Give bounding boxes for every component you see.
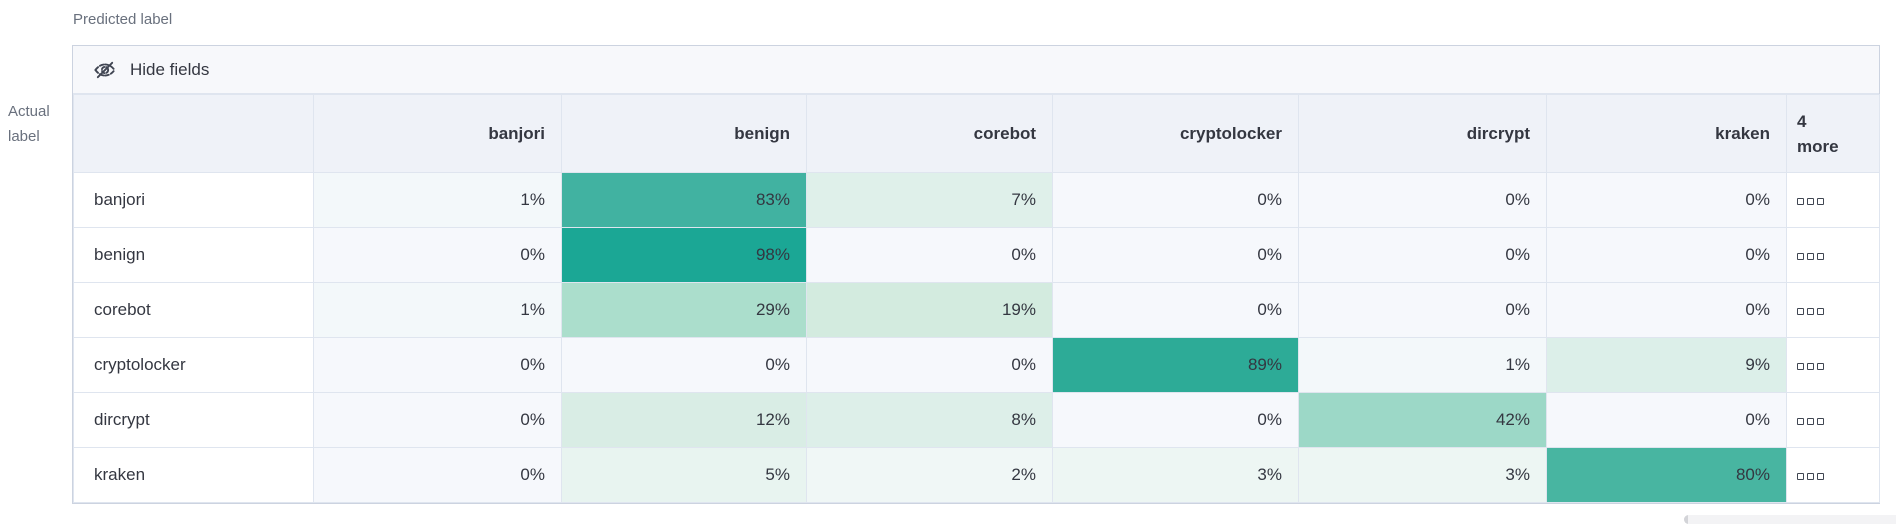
cell-dircrypt-corebot[interactable]: 8% xyxy=(806,392,1053,448)
predicted-label: Predicted label xyxy=(73,11,173,28)
cell-dircrypt-benign[interactable]: 12% xyxy=(561,392,807,448)
columns-hidden-header[interactable]: 4 more xyxy=(1786,94,1880,173)
cell-benign-kraken[interactable]: 0% xyxy=(1546,227,1787,283)
matrix-row-benign: benign 0% 98% 0% 0% 0% 0% xyxy=(73,227,1880,283)
cell-cryptolocker-banjori[interactable]: 0% xyxy=(313,337,562,393)
cell-cryptolocker-benign[interactable]: 0% xyxy=(561,337,807,393)
cell-benign-cryptolocker[interactable]: 0% xyxy=(1052,227,1299,283)
cell-cryptolocker-corebot[interactable]: 0% xyxy=(806,337,1053,393)
boxes-horizontal-icon[interactable] xyxy=(1786,392,1880,448)
cell-banjori-benign[interactable]: 83% xyxy=(561,172,807,228)
column-header-dircrypt[interactable]: dircrypt xyxy=(1298,94,1547,173)
row-label-cryptolocker[interactable]: cryptolocker xyxy=(73,337,314,393)
cell-kraken-kraken[interactable]: 80% xyxy=(1546,447,1787,503)
column-header-cryptolocker[interactable]: cryptolocker xyxy=(1052,94,1299,173)
cell-benign-benign[interactable]: 98% xyxy=(561,227,807,283)
row-label-kraken[interactable]: kraken xyxy=(73,447,314,503)
cell-kraken-banjori[interactable]: 0% xyxy=(313,447,562,503)
boxes-horizontal-icon[interactable] xyxy=(1786,227,1880,283)
cell-cryptolocker-kraken[interactable]: 9% xyxy=(1546,337,1787,393)
corner-header-cell xyxy=(73,94,314,173)
cell-dircrypt-banjori[interactable]: 0% xyxy=(313,392,562,448)
column-header-banjori[interactable]: banjori xyxy=(313,94,562,173)
hidden-columns-count: 4 xyxy=(1797,111,1807,131)
cell-banjori-corebot[interactable]: 7% xyxy=(806,172,1053,228)
matrix-row-corebot: corebot 1% 29% 19% 0% 0% 0% xyxy=(73,282,1880,338)
hide-fields-label: Hide fields xyxy=(130,59,210,79)
boxes-horizontal-icon[interactable] xyxy=(1786,172,1880,228)
cell-cryptolocker-dircrypt[interactable]: 1% xyxy=(1298,337,1547,393)
header-row: banjori benign corebot cryptolocker dircrypt… xyxy=(73,94,1880,173)
cell-kraken-corebot[interactable]: 2% xyxy=(806,447,1053,503)
cell-corebot-benign[interactable]: 29% xyxy=(561,282,807,338)
cell-corebot-corebot[interactable]: 19% xyxy=(806,282,1053,338)
cell-banjori-dircrypt[interactable]: 0% xyxy=(1298,172,1547,228)
row-label-banjori[interactable]: banjori xyxy=(73,172,314,228)
horizontal-scrollbar[interactable] xyxy=(1684,515,1896,524)
row-label-benign[interactable]: benign xyxy=(73,227,314,283)
boxes-horizontal-icon[interactable] xyxy=(1786,282,1880,338)
cell-benign-banjori[interactable]: 0% xyxy=(313,227,562,283)
cell-corebot-dircrypt[interactable]: 0% xyxy=(1298,282,1547,338)
actual-label-line2: label xyxy=(8,128,40,145)
cell-kraken-benign[interactable]: 5% xyxy=(561,447,807,503)
boxes-horizontal-icon[interactable] xyxy=(1786,337,1880,393)
cell-benign-dircrypt[interactable]: 0% xyxy=(1298,227,1547,283)
cell-benign-corebot[interactable]: 0% xyxy=(806,227,1053,283)
cell-dircrypt-kraken[interactable]: 0% xyxy=(1546,392,1787,448)
confusion-matrix-table: banjori benign corebot cryptolocker dircrypt… xyxy=(73,94,1880,503)
cell-kraken-dircrypt[interactable]: 3% xyxy=(1298,447,1547,503)
matrix-row-kraken: kraken 0% 5% 2% 3% 3% 80% xyxy=(73,447,1880,503)
cell-dircrypt-cryptolocker[interactable]: 0% xyxy=(1052,392,1299,448)
row-label-corebot[interactable]: corebot xyxy=(73,282,314,338)
column-header-corebot[interactable]: corebot xyxy=(806,94,1053,173)
cell-kraken-cryptolocker[interactable]: 3% xyxy=(1052,447,1299,503)
boxes-horizontal-icon[interactable] xyxy=(1786,447,1880,503)
column-header-benign[interactable]: benign xyxy=(561,94,807,173)
column-header-kraken[interactable]: kraken xyxy=(1546,94,1787,173)
cell-banjori-cryptolocker[interactable]: 0% xyxy=(1052,172,1299,228)
hide-fields-button[interactable]: Hide fields xyxy=(73,46,1879,94)
cell-banjori-kraken[interactable]: 0% xyxy=(1546,172,1787,228)
hidden-columns-label: more xyxy=(1797,136,1839,156)
actual-label: Actual label xyxy=(8,99,50,149)
eye-closed-icon xyxy=(93,58,117,82)
matrix-row-banjori: banjori 1% 83% 7% 0% 0% 0% xyxy=(73,172,1880,228)
cell-cryptolocker-cryptolocker[interactable]: 89% xyxy=(1052,337,1299,393)
cell-dircrypt-dircrypt[interactable]: 42% xyxy=(1298,392,1547,448)
matrix-row-cryptolocker: cryptolocker 0% 0% 0% 89% 1% 9% xyxy=(73,337,1880,393)
confusion-matrix-panel: Hide fields banjori benign corebot cryptolo… xyxy=(72,45,1880,504)
cell-banjori-banjori[interactable]: 1% xyxy=(313,172,562,228)
actual-label-line1: Actual xyxy=(8,103,50,120)
matrix-row-dircrypt: dircrypt 0% 12% 8% 0% 42% 0% xyxy=(73,392,1880,448)
cell-corebot-banjori[interactable]: 1% xyxy=(313,282,562,338)
cell-corebot-kraken[interactable]: 0% xyxy=(1546,282,1787,338)
row-label-dircrypt[interactable]: dircrypt xyxy=(73,392,314,448)
scrollbar-thumb-edge xyxy=(1684,515,1688,524)
cell-corebot-cryptolocker[interactable]: 0% xyxy=(1052,282,1299,338)
